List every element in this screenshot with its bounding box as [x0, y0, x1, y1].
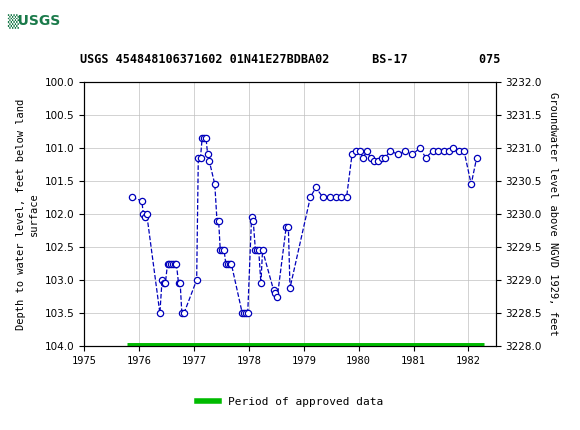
Text: USGS 454848106371602 01N41E27BDBA02      BS-17          075: USGS 454848106371602 01N41E27BDBA02 BS-1… [80, 52, 500, 66]
Y-axis label: Groundwater level above NGVD 1929, feet: Groundwater level above NGVD 1929, feet [548, 92, 558, 336]
FancyBboxPatch shape [5, 3, 83, 43]
Text: ▒USGS: ▒USGS [7, 14, 60, 29]
Y-axis label: Depth to water level, feet below land
surface: Depth to water level, feet below land su… [16, 98, 39, 329]
Legend: Period of approved data: Period of approved data [193, 393, 387, 412]
